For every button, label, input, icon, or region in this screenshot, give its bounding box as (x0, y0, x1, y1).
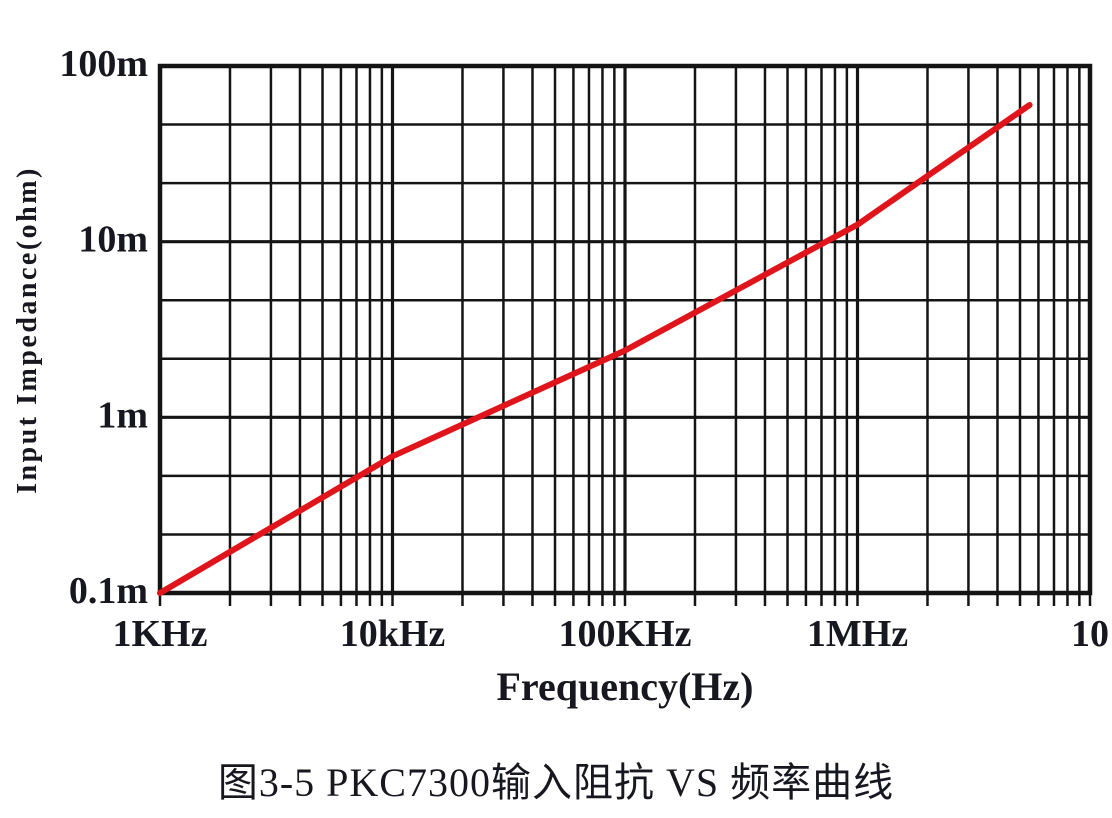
plot-border (157, 63, 1093, 596)
minor-gridlines (160, 66, 1090, 593)
x-tick-label: 10kHz (340, 613, 446, 655)
impedance-curve (157, 102, 1033, 596)
x-axis-title: Frequency(Hz) (497, 664, 754, 709)
y-tick-label: 0.1m (69, 570, 148, 612)
x-tick-label: 10 (1071, 613, 1109, 655)
y-tick-label: 1m (97, 394, 148, 436)
y-tick-label: 100m (59, 43, 148, 85)
major-gridlines (160, 66, 1090, 593)
axis-tick-marks (158, 595, 1092, 606)
y-axis-tick-labels: 100m 10m 1m 0.1m (59, 43, 148, 612)
x-tick-label: 1KHz (113, 613, 208, 655)
x-axis-tick-labels: 1KHz 10kHz 100KHz 1MHz 10 (113, 613, 1109, 655)
x-tick-label: 100KHz (559, 613, 692, 655)
x-tick-label: 1MHz (807, 613, 908, 655)
figure-caption: 图3-5 PKC7300输入阻抗 VS 频率曲线 (217, 760, 895, 805)
impedance-vs-frequency-chart: 100m 10m 1m 0.1m 1KHz 10kHz 100KHz 1MHz 10 Freq… (12, 43, 1109, 709)
y-axis-title: Input Impedance(ohm) (12, 166, 43, 494)
y-tick-label: 10m (78, 219, 148, 261)
